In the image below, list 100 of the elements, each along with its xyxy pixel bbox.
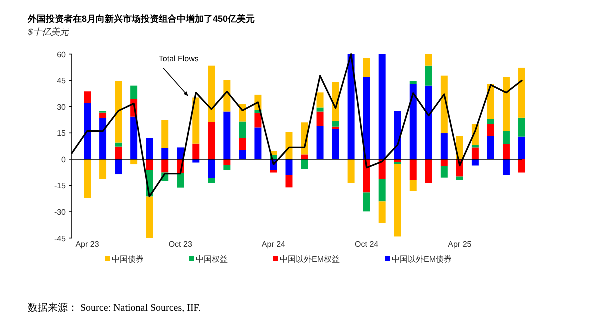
bar — [192, 144, 200, 160]
bar — [254, 113, 262, 128]
bar — [425, 86, 432, 160]
bar — [115, 159, 122, 175]
bar — [518, 159, 526, 173]
bar — [316, 126, 324, 160]
bar — [487, 84, 494, 120]
legend-label: 中国以外EM权益 — [280, 255, 340, 264]
x-tick-label: Oct 23 — [168, 240, 193, 249]
bar — [316, 92, 324, 108]
x-tick-label: Oct 24 — [355, 240, 380, 249]
bar — [410, 84, 417, 160]
bar — [146, 159, 154, 170]
bar — [363, 159, 370, 193]
bar — [410, 180, 417, 192]
y-tick-label: 0 — [62, 155, 67, 164]
bar — [348, 54, 355, 160]
bar — [270, 170, 278, 173]
bar — [84, 103, 92, 160]
bar — [378, 159, 386, 180]
bar — [208, 122, 216, 160]
bar — [224, 165, 231, 170]
bar — [115, 146, 122, 160]
y-tick-label: -45 — [54, 234, 67, 244]
x-tick-label: Apr 23 — [76, 240, 100, 249]
bar — [301, 159, 308, 170]
bar — [130, 116, 138, 160]
bar — [378, 179, 386, 202]
bar — [115, 81, 122, 143]
bar — [518, 136, 526, 160]
bar — [239, 122, 246, 138]
bar — [425, 159, 432, 184]
bar — [363, 77, 370, 160]
bar — [208, 66, 216, 122]
bar — [84, 159, 92, 198]
bar — [224, 80, 231, 112]
legend-label: 中国债券 — [112, 255, 144, 264]
y-tick-label: 30 — [57, 102, 67, 112]
bar — [394, 111, 402, 160]
bar — [239, 150, 246, 160]
bar — [192, 98, 200, 144]
bar — [177, 173, 184, 188]
bar — [332, 121, 340, 127]
bar — [208, 178, 216, 184]
bar — [518, 118, 526, 137]
bar — [456, 176, 464, 180]
chart-title: 外国投资者在8月向新兴市场投资组合中增加了450亿美元 — [27, 14, 256, 24]
chart-subtitle: $十亿美元 — [27, 27, 70, 37]
bar — [192, 159, 200, 163]
bar — [100, 118, 107, 160]
bar — [146, 138, 154, 160]
bar — [162, 159, 169, 173]
bar — [100, 112, 107, 118]
x-tick-label: Apr 24 — [262, 240, 286, 249]
x-tick-label: Apr 25 — [448, 240, 472, 249]
bar — [162, 148, 169, 160]
y-tick-label: 15 — [57, 129, 67, 138]
y-tick-label: 45 — [57, 76, 67, 86]
bar — [239, 138, 246, 150]
bar — [502, 144, 510, 160]
y-tick-label: -15 — [54, 182, 67, 191]
bar — [100, 159, 107, 180]
bar — [487, 124, 494, 136]
bar — [286, 175, 293, 188]
bar — [208, 159, 216, 178]
bar — [162, 120, 169, 148]
legend-label: 中国以外EM债券 — [392, 255, 452, 264]
bar — [316, 108, 324, 112]
bar — [84, 92, 92, 104]
bar — [472, 148, 479, 160]
bar — [254, 128, 262, 160]
bar — [502, 77, 510, 132]
bar — [130, 86, 138, 100]
bar — [425, 54, 432, 66]
bar — [518, 68, 526, 118]
bar — [487, 119, 494, 124]
bar — [487, 136, 494, 160]
bar — [316, 112, 324, 126]
bar — [332, 126, 340, 130]
bar — [146, 196, 154, 238]
bar — [502, 159, 510, 176]
bar — [410, 81, 417, 84]
bar — [394, 164, 402, 237]
bar — [410, 159, 417, 180]
bar — [440, 134, 448, 160]
bar — [502, 131, 510, 144]
bar — [440, 159, 448, 166]
bar — [440, 166, 448, 178]
bar — [378, 54, 386, 160]
bar — [332, 129, 340, 160]
bar — [363, 58, 370, 78]
bar — [472, 145, 479, 148]
bar — [177, 148, 184, 160]
text: Total Flows — [158, 54, 199, 64]
y-tick-label: 60 — [57, 50, 67, 60]
bar — [378, 202, 386, 224]
bar — [440, 76, 448, 134]
bar — [115, 142, 122, 147]
bar — [363, 192, 370, 212]
bar — [425, 66, 432, 86]
